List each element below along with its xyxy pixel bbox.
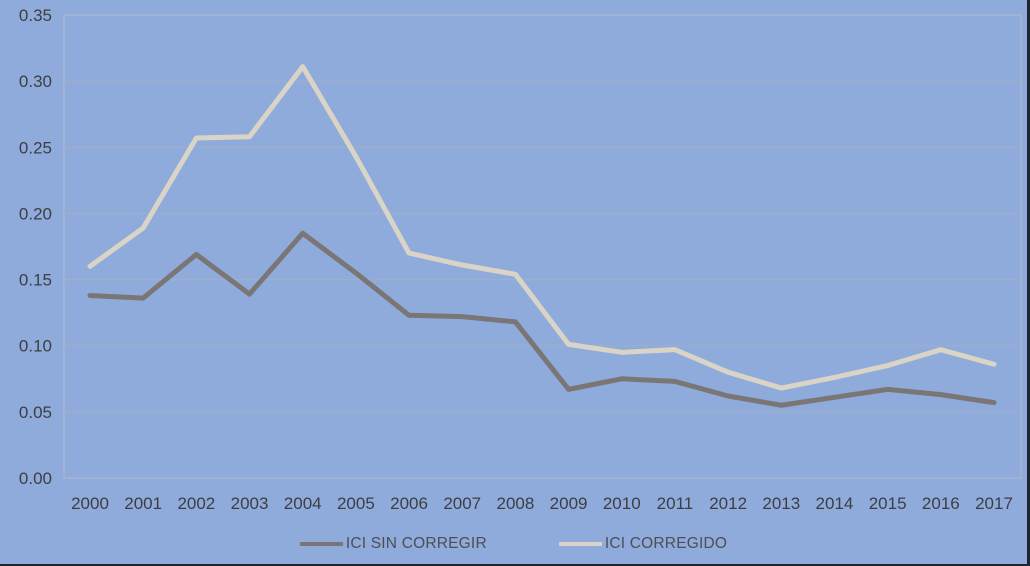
series-line-ici-corregido	[87, 64, 997, 391]
x-tick-label: 2003	[231, 494, 269, 513]
x-tick-label: 2016	[922, 494, 960, 513]
x-axis-labels: 2000 2001 2002 2003 2004 2005 2006 2007 2008 2009…	[71, 494, 1013, 513]
x-tick-label: 2004	[284, 494, 322, 513]
x-tick-label: 2010	[603, 494, 641, 513]
y-tick-label: 0.05	[19, 403, 52, 422]
y-tick-label: 0.35	[19, 6, 52, 25]
gridlines	[64, 14, 1021, 479]
x-tick-label: 2011	[657, 494, 694, 513]
x-tick-label: 2006	[390, 494, 428, 513]
y-tick-label: 0.15	[19, 271, 52, 290]
x-tick-label: 2012	[709, 494, 747, 513]
y-axis-labels: 0.00 0.05 0.10 0.15 0.20 0.25 0.30 0.35	[19, 6, 52, 488]
legend-line-swatch-dark	[299, 542, 343, 546]
x-tick-label: 2013	[762, 494, 800, 513]
x-tick-label: 2009	[550, 494, 588, 513]
x-tick-label: 2017	[975, 494, 1013, 513]
legend-line-swatch-light	[558, 542, 602, 546]
plot-area-border	[63, 14, 1022, 479]
series-line-ici-sin-corregir	[87, 230, 997, 408]
x-tick-label: 2000	[71, 494, 109, 513]
x-tick-label: 2014	[816, 494, 854, 513]
y-tick-label: 0.10	[19, 337, 52, 356]
y-tick-label: 0.20	[19, 204, 52, 223]
legend-label-ici-corregido: ICI CORREGIDO	[604, 535, 728, 552]
x-tick-label: 2007	[443, 494, 481, 513]
x-tick-label: 2008	[496, 494, 534, 513]
y-tick-label: 0.30	[19, 72, 52, 91]
y-tick-label: 0.25	[19, 138, 52, 157]
legend-item-ici-corregido: ICI CORREGIDO	[558, 535, 728, 553]
legend-item-ici-sin-corregir: ICI SIN CORREGIR	[299, 535, 487, 553]
y-tick-label: 0.00	[19, 469, 52, 488]
x-tick-label: 2005	[337, 494, 375, 513]
x-tick-label: 2001	[124, 494, 162, 513]
x-tick-label: 2002	[177, 494, 215, 513]
chart-legend: ICI SIN CORREGIR ICI CORREGIDO	[0, 528, 1027, 560]
legend-label-ici-sin-corregir: ICI SIN CORREGIR	[345, 535, 487, 552]
x-tick-label: 2015	[869, 494, 907, 513]
